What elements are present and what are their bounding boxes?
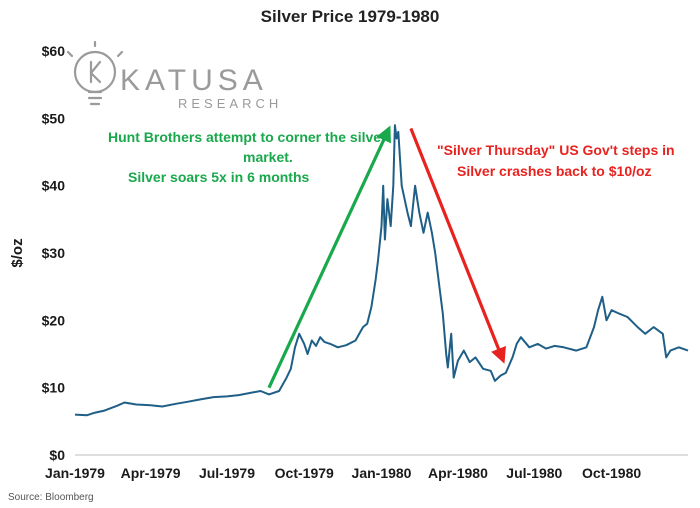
chart-title: Silver Price 1979-1980 bbox=[261, 7, 440, 26]
annotation-thursday-line-2: Silver crashes back to $10/oz bbox=[457, 163, 652, 179]
x-tick-label: Jan-1979 bbox=[45, 465, 105, 481]
series-line-silver bbox=[74, 124, 689, 417]
x-tick-label: Jul-1980 bbox=[506, 465, 562, 481]
x-tick-label: Apr-1979 bbox=[121, 465, 181, 481]
x-tick-label: Jul-1979 bbox=[199, 465, 255, 481]
y-tick-label: $20 bbox=[42, 312, 66, 328]
logo-sub: RESEARCH bbox=[178, 96, 282, 111]
logo-name: KATUSA bbox=[120, 64, 268, 97]
x-tick-label: Jan-1980 bbox=[352, 465, 412, 481]
y-tick-label: $30 bbox=[42, 245, 66, 261]
logo: KATUSA RESEARCH bbox=[66, 40, 282, 111]
y-ticks: $0 $10 $20 $30 $40 $50 $60 bbox=[42, 43, 66, 463]
annotation-hunt-line-1: Hunt Brothers attempt to corner the silv… bbox=[108, 129, 387, 145]
annotation-arrow-thursday bbox=[409, 127, 506, 364]
y-tick-label: $0 bbox=[49, 447, 65, 463]
y-tick-label: $50 bbox=[42, 110, 66, 126]
x-ticks: Jan-1979 Apr-1979 Jul-1979 Oct-1979 Jan-1980… bbox=[45, 465, 641, 481]
x-tick-label: Oct-1979 bbox=[275, 465, 334, 481]
y-tick-label: $40 bbox=[42, 178, 66, 194]
source-note: Source: Bloomberg bbox=[8, 492, 94, 503]
annotation-arrow-hunt bbox=[267, 125, 391, 389]
y-tick-label: $10 bbox=[42, 380, 66, 396]
annotation-hunt-line-2: market. bbox=[243, 149, 293, 165]
x-tick-label: Oct-1980 bbox=[582, 465, 641, 481]
annotation-hunt: Hunt Brothers attempt to corner the silv… bbox=[108, 129, 387, 185]
lightbulb-k-icon bbox=[66, 40, 124, 106]
y-axis-label: $/oz bbox=[9, 238, 26, 267]
annotation-thursday-line-1: "Silver Thursday" US Gov't steps in bbox=[437, 142, 675, 158]
annotation-hunt-line-3: Silver soars 5x in 6 months bbox=[128, 169, 310, 185]
y-tick-label: $60 bbox=[42, 43, 66, 59]
annotation-thursday: "Silver Thursday" US Gov't steps in Silv… bbox=[437, 142, 675, 179]
x-tick-label: Apr-1980 bbox=[428, 465, 488, 481]
